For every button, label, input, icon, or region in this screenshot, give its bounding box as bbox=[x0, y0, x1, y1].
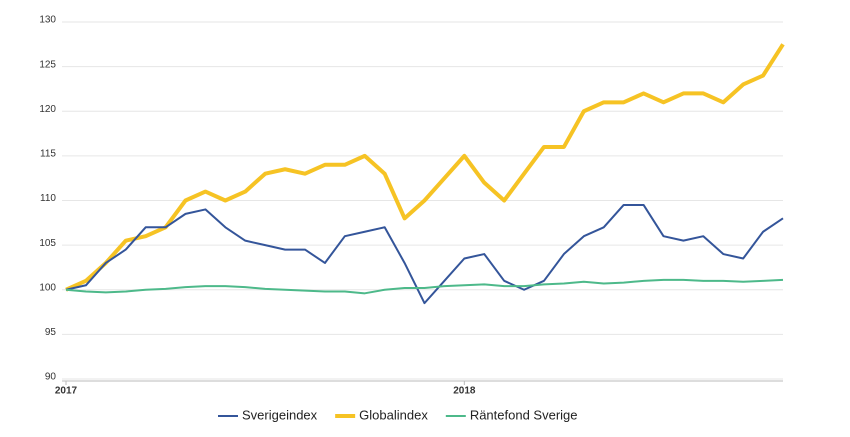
series-line bbox=[65, 278, 784, 295]
legend-label: Globalindex bbox=[359, 407, 428, 422]
y-tick-label: 95 bbox=[45, 327, 57, 338]
y-tick-label: 110 bbox=[40, 193, 56, 204]
y-tick-label: 100 bbox=[39, 282, 56, 293]
legend: Sverigeindex Globalindex Räntefond Sverige bbox=[218, 407, 578, 422]
y-tick-label: 120 bbox=[39, 104, 56, 115]
x-tick-label: 2018 bbox=[453, 386, 476, 397]
y-tick-label: 90 bbox=[45, 372, 57, 383]
series-line bbox=[65, 203, 784, 305]
series-line bbox=[65, 43, 785, 292]
y-tick-label: 130 bbox=[39, 15, 56, 26]
y-tick-label: 125 bbox=[39, 59, 56, 70]
x-tick-label: 2017 bbox=[55, 386, 78, 397]
y-tick-label: 105 bbox=[39, 238, 56, 249]
legend-label: Sverigeindex bbox=[242, 407, 318, 422]
y-tick-label: 115 bbox=[40, 149, 56, 160]
legend-label: Räntefond Sverige bbox=[470, 407, 578, 422]
